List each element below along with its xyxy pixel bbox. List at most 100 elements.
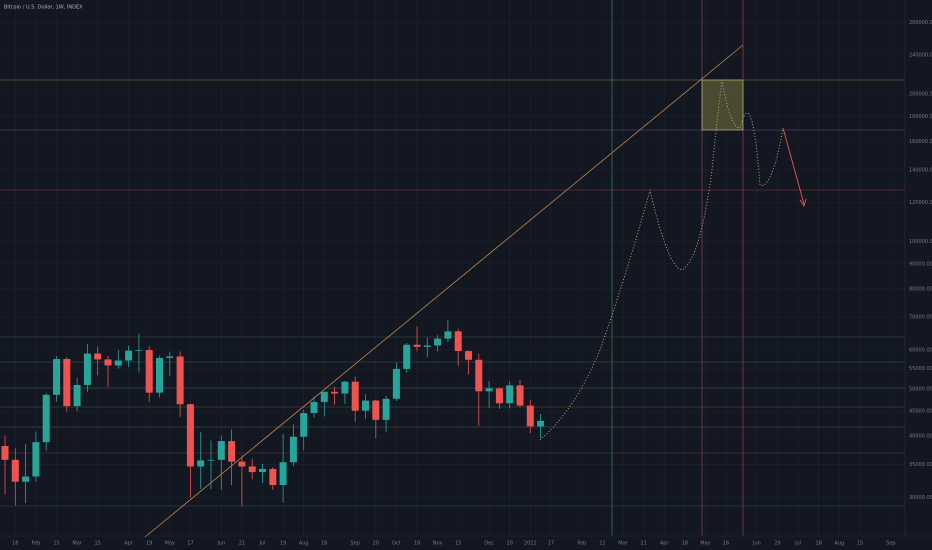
candle-body	[63, 359, 71, 407]
x-tick-label: May	[700, 541, 710, 547]
x-tick-label: 18	[682, 541, 688, 547]
candle-body	[475, 359, 483, 392]
candle-body	[537, 420, 545, 427]
y-tick-label: 45000.00	[909, 409, 932, 415]
y-tick-label: 100000.00	[909, 239, 932, 245]
y-tick-label: 80000.00	[909, 286, 932, 292]
chart-title: Bitcoin / U.S. Dollar, 1W, INDEX	[4, 5, 83, 11]
y-tick-label: 55000.00	[909, 366, 932, 372]
candle-body	[197, 460, 205, 467]
x-tick-label: 20	[507, 541, 513, 547]
candle-body	[238, 461, 246, 467]
y-tick-label: 70000.00	[909, 315, 932, 321]
projection-arrow	[782, 127, 805, 205]
x-tick-label: Apr	[660, 541, 670, 547]
candle-body	[403, 344, 411, 369]
x-tick-label: Oct	[392, 541, 401, 547]
candle-body	[176, 356, 184, 405]
x-tick-label: 2022	[524, 541, 537, 547]
candle-body	[145, 349, 153, 393]
candle-body	[516, 385, 524, 406]
candle-body	[114, 360, 122, 366]
x-tick-label: Jul	[794, 541, 801, 547]
candle-body	[362, 400, 369, 411]
candle-body	[413, 344, 421, 347]
y-tick-label: 160000.00	[909, 139, 932, 145]
y-tick-label: 200000.00	[909, 91, 932, 97]
x-tick-label: 18	[816, 541, 822, 547]
x-tick-label: 17	[187, 541, 193, 547]
candle-body	[104, 359, 112, 366]
x-tick-label: May	[165, 541, 175, 547]
labels: 30000.00 35000.00 40000.00 45000.00 50000.00…	[12, 20, 932, 547]
x-tick-label: 17	[548, 541, 554, 547]
x-tick-label: Feb	[31, 541, 40, 547]
candle-body	[53, 359, 60, 395]
candle-body	[42, 394, 50, 443]
x-tick-label: 18	[414, 541, 420, 547]
candle-body	[83, 353, 91, 385]
x-tick-label: Apr	[124, 541, 134, 547]
x-tick-label: 15	[857, 541, 863, 547]
candle-body	[269, 468, 277, 486]
price-axis	[905, 0, 932, 550]
candle-body	[94, 353, 102, 360]
candle-body	[372, 400, 380, 420]
candle-body	[331, 391, 339, 394]
candle-body	[392, 368, 400, 399]
y-tick-label: 140000.00	[909, 167, 932, 173]
candle-body	[434, 338, 442, 346]
candle-body	[228, 441, 236, 462]
x-tick-label: 21	[640, 541, 646, 547]
x-tick-label: 15	[95, 541, 101, 547]
candle-body	[186, 404, 194, 467]
candle-body	[22, 476, 30, 482]
x-tick-label: Sep	[886, 541, 895, 547]
candle-body	[310, 401, 318, 414]
x-tick-label: 16	[723, 541, 729, 547]
y-tick-label: 120000.00	[909, 200, 932, 206]
x-tick-label: Nov	[433, 541, 443, 547]
candle-body	[135, 349, 143, 351]
candle-body	[207, 459, 215, 461]
y-tick-label: 50000.00	[909, 386, 932, 392]
x-tick-label: Mar	[618, 541, 628, 547]
y-tick-label: 240000.00	[909, 53, 932, 59]
candle-body	[423, 345, 431, 347]
target-box	[701, 79, 744, 131]
candle-body	[217, 441, 225, 460]
x-tick-label: Sep	[350, 541, 359, 547]
candle-body	[166, 356, 174, 358]
x-tick-label: Jun	[752, 541, 761, 547]
x-tick-label: 20	[774, 541, 780, 547]
candle-body	[320, 391, 328, 402]
trend-line	[144, 44, 744, 538]
x-tick-label: 16	[321, 541, 327, 547]
arrow-head	[799, 198, 807, 208]
candle-body	[279, 462, 287, 486]
candle-body	[526, 405, 534, 427]
candle-body	[506, 385, 514, 404]
candle-body	[300, 413, 308, 437]
candle-body	[11, 459, 19, 482]
candle-body	[341, 381, 349, 394]
x-tick-label: Dec	[484, 541, 494, 547]
x-tick-label: Aug	[834, 541, 844, 547]
candle-body	[156, 357, 163, 393]
candle-body	[465, 351, 472, 360]
candle-body	[32, 442, 40, 477]
candle-body	[259, 468, 266, 473]
x-tick-label: Feb	[577, 541, 586, 547]
x-tick-label: 19	[146, 541, 152, 547]
x-tick-label: Jun	[216, 541, 225, 547]
candle-body	[289, 436, 297, 463]
x-tick-label: 21	[239, 541, 245, 547]
candle-body	[1, 446, 9, 460]
y-tick-label: 60000.00	[909, 347, 932, 353]
x-tick-label: Aug	[299, 541, 309, 547]
candle-body	[444, 331, 452, 339]
x-tick-label: Mar	[72, 541, 82, 547]
y-tick-label: 30000.00	[909, 495, 932, 501]
candle-body	[382, 398, 390, 420]
